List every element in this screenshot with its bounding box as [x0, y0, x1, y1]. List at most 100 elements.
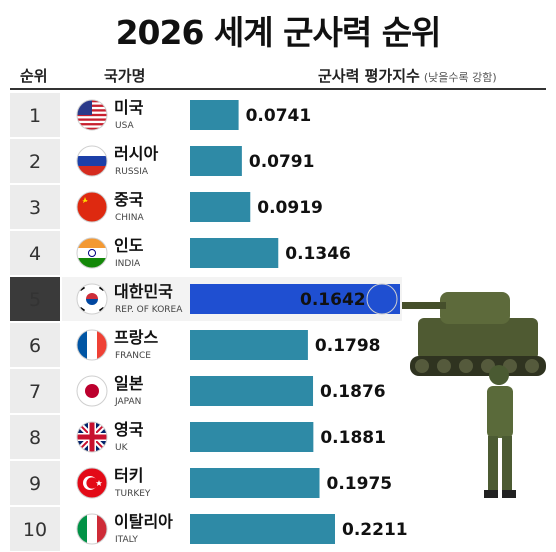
tank-turret: [440, 292, 510, 324]
rank-cell: [10, 139, 60, 183]
chart-title: 2026 세계 군사력 순위: [115, 13, 442, 52]
rank-cell: [10, 323, 60, 367]
value-label: 0.1798: [315, 336, 381, 356]
flag-border: [366, 283, 398, 315]
rank-label: 6: [29, 335, 41, 357]
header-index-label: 군사력 평가지수: [318, 67, 420, 85]
country-name-en: UK: [115, 443, 129, 453]
table-row: 8 영국 UK 0.1881: [10, 415, 386, 459]
country-name-ko: 프랑스: [114, 328, 158, 347]
rank-label: 8: [29, 427, 41, 449]
country-name-ko: 일본: [114, 374, 144, 393]
country-name-en: RUSSIA: [115, 167, 149, 177]
soldier-boot: [502, 490, 516, 498]
value-label: 0.1642: [300, 290, 366, 310]
rank-cell: [10, 277, 60, 321]
header-country: 국가명: [104, 67, 146, 85]
soldier-leg: [488, 436, 498, 494]
rank-cell: [10, 461, 60, 505]
value-label: 0.1975: [327, 474, 393, 494]
country-name-ko: 대한민국: [114, 282, 173, 301]
table-row: 5 대한민국 REP. OF KOREA 0.1642: [10, 277, 402, 321]
uk-flag: [77, 422, 107, 452]
rank-cell: [10, 369, 60, 413]
table-row: 4 인도 INDIA 0.1346: [10, 231, 351, 275]
rank-cell: [10, 507, 60, 551]
flag-border: [76, 99, 108, 131]
country-name-ko: 터키: [114, 466, 143, 485]
bar: [190, 376, 314, 406]
country-name-ko: 중국: [114, 190, 144, 209]
country-name-ko: 미국: [114, 98, 144, 117]
flag-border: [76, 237, 108, 269]
header-index: 군사력 평가지수 (낮을수록 강함): [318, 65, 497, 86]
soldier-boot: [484, 490, 498, 498]
flag-border: [76, 375, 108, 407]
russia-flag: [77, 146, 107, 176]
country-name-en: JAPAN: [114, 397, 141, 407]
country-name-ko: 이탈리아: [114, 512, 173, 531]
value-label: 0.0791: [249, 152, 315, 172]
flag-border: [76, 283, 108, 315]
header-index-note: (낮을수록 강함): [423, 71, 497, 84]
flag-border: [76, 145, 108, 177]
bar: [190, 468, 320, 498]
table-row: 7 일본 JAPAN 0.1876: [10, 369, 386, 413]
korea-flag: [77, 284, 107, 314]
country-name-en: REP. OF KOREA: [115, 305, 183, 315]
country-name-ko: 인도: [114, 236, 144, 255]
header-divider: [10, 88, 546, 90]
bar: [190, 192, 251, 222]
country-name-en: FRANCE: [115, 351, 151, 361]
value-label: 0.0741: [246, 106, 312, 126]
italy-flag: [77, 514, 107, 544]
tank-wheel: [525, 359, 539, 373]
country-name-ko: 영국: [114, 420, 144, 439]
bar: [190, 330, 308, 360]
tank-wheel: [459, 359, 473, 373]
flag-border: [76, 421, 108, 453]
rank-cell: [10, 231, 60, 275]
rank-label: 7: [29, 381, 41, 403]
bar: [190, 284, 400, 314]
table-row: 9 터키 TURKEY 0.1975: [10, 461, 392, 505]
value-label: 0.1881: [320, 428, 386, 448]
china-flag: [77, 192, 107, 222]
table-row: 3 중국 CHINA 0.0919: [10, 185, 323, 229]
rank-cell: [10, 185, 60, 229]
tank-wheel: [415, 359, 429, 373]
tank-soldier-illustration: [380, 292, 546, 498]
india-flag: [77, 238, 107, 268]
soldier-leg: [502, 436, 512, 494]
rank-label: 10: [23, 519, 47, 541]
tank-hull: [418, 318, 538, 360]
tank-barrel: [380, 302, 446, 309]
flag-border: [76, 191, 108, 223]
rank-label: 9: [29, 473, 41, 495]
bar: [190, 100, 239, 130]
rank-label: 5: [29, 289, 41, 311]
rank-cell: [10, 415, 60, 459]
france-flag: [77, 330, 107, 360]
bar: [190, 146, 242, 176]
soldier-body: [487, 386, 513, 438]
bar: [190, 422, 314, 452]
table-row: 10 이탈리아 ITALY 0.2211: [10, 507, 408, 551]
header-rank: 순위: [20, 67, 48, 85]
country-name-en: ITALY: [115, 535, 138, 545]
rank-label: 3: [29, 197, 41, 219]
country-name-en: INDIA: [115, 259, 141, 269]
bar: [190, 514, 335, 544]
table-row: 6 프랑스 FRANCE 0.1798: [10, 323, 381, 367]
tank-wheel: [437, 359, 451, 373]
rank-cell: [10, 93, 60, 137]
flag-border: [76, 329, 108, 361]
table-row: 2 러시아 RUSSIA 0.0791: [10, 139, 314, 183]
soldier-helmet: [489, 365, 509, 385]
table-row: 1 미국 USA 0.0741: [10, 93, 311, 137]
rank-label: 1: [29, 105, 41, 127]
value-label: 0.1876: [320, 382, 386, 402]
bar: [190, 238, 279, 268]
japan-flag: [77, 376, 107, 406]
country-name-ko: 러시아: [114, 144, 158, 163]
